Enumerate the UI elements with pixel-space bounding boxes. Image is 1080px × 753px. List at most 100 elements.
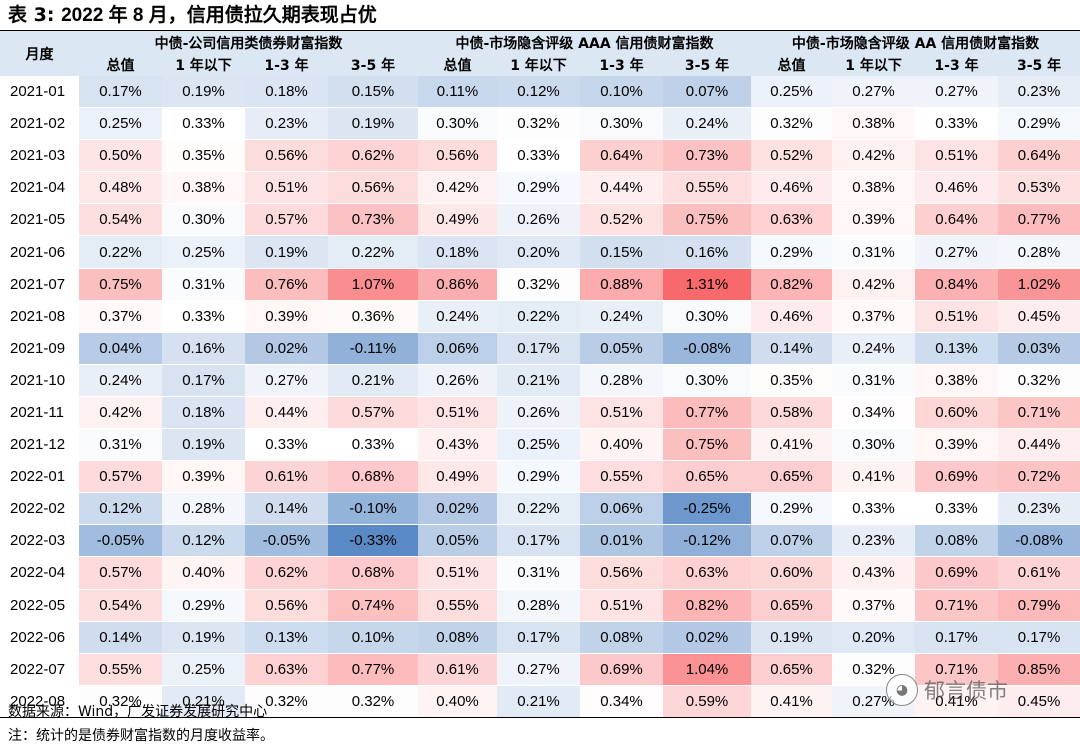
value-cell: 0.46% bbox=[751, 300, 833, 333]
value-cell: 0.24% bbox=[580, 300, 663, 333]
value-cell: 0.33% bbox=[915, 107, 999, 141]
value-cell: 0.84% bbox=[915, 268, 999, 301]
value-cell: 0.74% bbox=[328, 589, 418, 622]
value-cell: 0.18% bbox=[162, 396, 245, 430]
value-cell: 0.31% bbox=[162, 268, 245, 301]
value-cell: 0.33% bbox=[162, 107, 245, 141]
month-cell: 2022-03 bbox=[0, 524, 79, 558]
table-title: 表 3: 2022 年 8 月，信用债拉久期表现占优 bbox=[8, 0, 377, 30]
value-cell: 0.45% bbox=[998, 685, 1080, 718]
month-cell: 2022-05 bbox=[0, 589, 79, 622]
value-cell: 0.08% bbox=[580, 621, 663, 654]
value-cell: 0.26% bbox=[497, 396, 580, 430]
subcol-header: 总值 bbox=[79, 54, 162, 76]
value-cell: 0.24% bbox=[79, 364, 162, 397]
value-cell: 0.24% bbox=[663, 107, 752, 141]
value-cell: 0.34% bbox=[832, 396, 916, 430]
value-cell: 0.56% bbox=[418, 139, 497, 173]
month-cell: 2022-08 bbox=[0, 685, 79, 718]
value-cell: 0.50% bbox=[79, 139, 162, 173]
value-cell: 0.25% bbox=[751, 76, 833, 109]
value-cell: 0.25% bbox=[162, 235, 245, 269]
subcol-header: 3-5 年 bbox=[663, 54, 752, 76]
value-cell: 0.56% bbox=[245, 139, 328, 173]
value-cell: 0.02% bbox=[418, 492, 497, 526]
value-cell: 0.23% bbox=[832, 524, 916, 558]
value-cell: 0.55% bbox=[580, 460, 663, 494]
value-cell: 0.17% bbox=[915, 621, 999, 654]
value-cell: 0.68% bbox=[328, 556, 418, 590]
value-cell: 0.77% bbox=[328, 653, 418, 686]
source-note: 数据来源：Wind，广发证券发展研究中心 bbox=[8, 704, 268, 720]
value-cell: 0.51% bbox=[418, 556, 497, 590]
value-cell: 0.46% bbox=[915, 171, 999, 205]
value-cell: 0.42% bbox=[832, 139, 916, 173]
value-cell: 0.25% bbox=[79, 107, 162, 141]
value-cell: -0.10% bbox=[328, 492, 418, 526]
value-cell: 0.28% bbox=[162, 492, 245, 526]
value-cell: 0.51% bbox=[580, 396, 663, 430]
table-row: 2021-02 0.25% 0.33% 0.23% 0.19% 0.30% 0.32% 0.3… bbox=[0, 107, 1080, 141]
value-cell: 0.63% bbox=[245, 653, 328, 686]
table-row: 2021-10 0.24% 0.17% 0.27% 0.21% 0.26% 0.21% 0.2… bbox=[0, 364, 1080, 397]
value-cell: 0.63% bbox=[751, 203, 833, 237]
value-cell: 0.64% bbox=[580, 139, 663, 173]
value-cell: 0.54% bbox=[79, 203, 162, 237]
value-cell: 0.51% bbox=[915, 300, 999, 333]
value-cell: 0.08% bbox=[418, 621, 497, 654]
value-cell: -0.25% bbox=[663, 492, 752, 526]
value-cell: 0.37% bbox=[79, 300, 162, 333]
value-cell: 0.24% bbox=[832, 332, 916, 365]
value-cell: 0.10% bbox=[580, 76, 663, 109]
value-cell: 0.14% bbox=[79, 621, 162, 654]
value-cell: 0.18% bbox=[245, 76, 328, 109]
value-cell: 0.01% bbox=[580, 524, 663, 558]
value-cell: 0.23% bbox=[998, 76, 1080, 109]
month-cell: 2021-11 bbox=[0, 396, 79, 430]
value-cell: 0.32% bbox=[79, 685, 162, 718]
table-row: 2021-05 0.54% 0.30% 0.57% 0.73% 0.49% 0.26% 0.5… bbox=[0, 203, 1080, 237]
value-cell: 0.06% bbox=[418, 332, 497, 365]
value-cell: 0.26% bbox=[497, 203, 580, 237]
value-cell: 0.17% bbox=[162, 364, 245, 397]
value-cell: 0.22% bbox=[497, 300, 580, 333]
value-cell: 0.49% bbox=[418, 203, 497, 237]
subcol-header: 1-3 年 bbox=[580, 54, 663, 76]
value-cell: 0.61% bbox=[245, 460, 328, 494]
table-row: 2021-04 0.48% 0.38% 0.51% 0.56% 0.42% 0.29% 0.4… bbox=[0, 171, 1080, 205]
value-cell: 0.28% bbox=[998, 235, 1080, 269]
month-cell: 2021-09 bbox=[0, 332, 79, 365]
value-cell: 0.31% bbox=[832, 235, 916, 269]
value-cell: 0.55% bbox=[418, 589, 497, 622]
value-cell: 0.57% bbox=[79, 460, 162, 494]
value-cell: 0.39% bbox=[245, 300, 328, 333]
value-cell: 0.30% bbox=[418, 107, 497, 141]
value-cell: 0.57% bbox=[245, 203, 328, 237]
value-cell: 0.11% bbox=[418, 76, 497, 109]
table-row: 2022-04 0.57% 0.40% 0.62% 0.68% 0.51% 0.31% 0.5… bbox=[0, 556, 1080, 590]
value-cell: 0.13% bbox=[915, 332, 999, 365]
month-cell: 2022-04 bbox=[0, 556, 79, 590]
subcol-header: 3-5 年 bbox=[328, 54, 418, 76]
value-cell: 0.25% bbox=[162, 653, 245, 686]
subcol-header: 总值 bbox=[418, 54, 497, 76]
value-cell: 0.38% bbox=[832, 171, 916, 205]
value-cell: 0.26% bbox=[418, 364, 497, 397]
value-cell: 0.35% bbox=[162, 139, 245, 173]
value-cell: 0.59% bbox=[663, 685, 752, 718]
value-cell: 1.04% bbox=[663, 653, 752, 686]
header-row-subcols: 总值 1 年以下 1-3 年 3-5 年 总值 1 年以下 1-3 年 3-5 … bbox=[0, 54, 1080, 76]
value-cell: 0.42% bbox=[79, 396, 162, 430]
value-cell: 1.02% bbox=[998, 268, 1080, 301]
value-cell: 0.51% bbox=[580, 589, 663, 622]
value-cell: 0.33% bbox=[832, 492, 916, 526]
value-cell: 0.25% bbox=[497, 428, 580, 462]
table-row: 2022-01 0.57% 0.39% 0.61% 0.68% 0.49% 0.29% 0.5… bbox=[0, 460, 1080, 494]
value-cell: 0.29% bbox=[998, 107, 1080, 141]
value-cell: 0.27% bbox=[497, 653, 580, 686]
value-cell: 0.35% bbox=[751, 364, 833, 397]
value-cell: 0.54% bbox=[79, 589, 162, 622]
value-cell: 0.29% bbox=[497, 171, 580, 205]
value-cell: 0.21% bbox=[497, 685, 580, 718]
table-title-prefix: 表 3: bbox=[8, 4, 62, 26]
